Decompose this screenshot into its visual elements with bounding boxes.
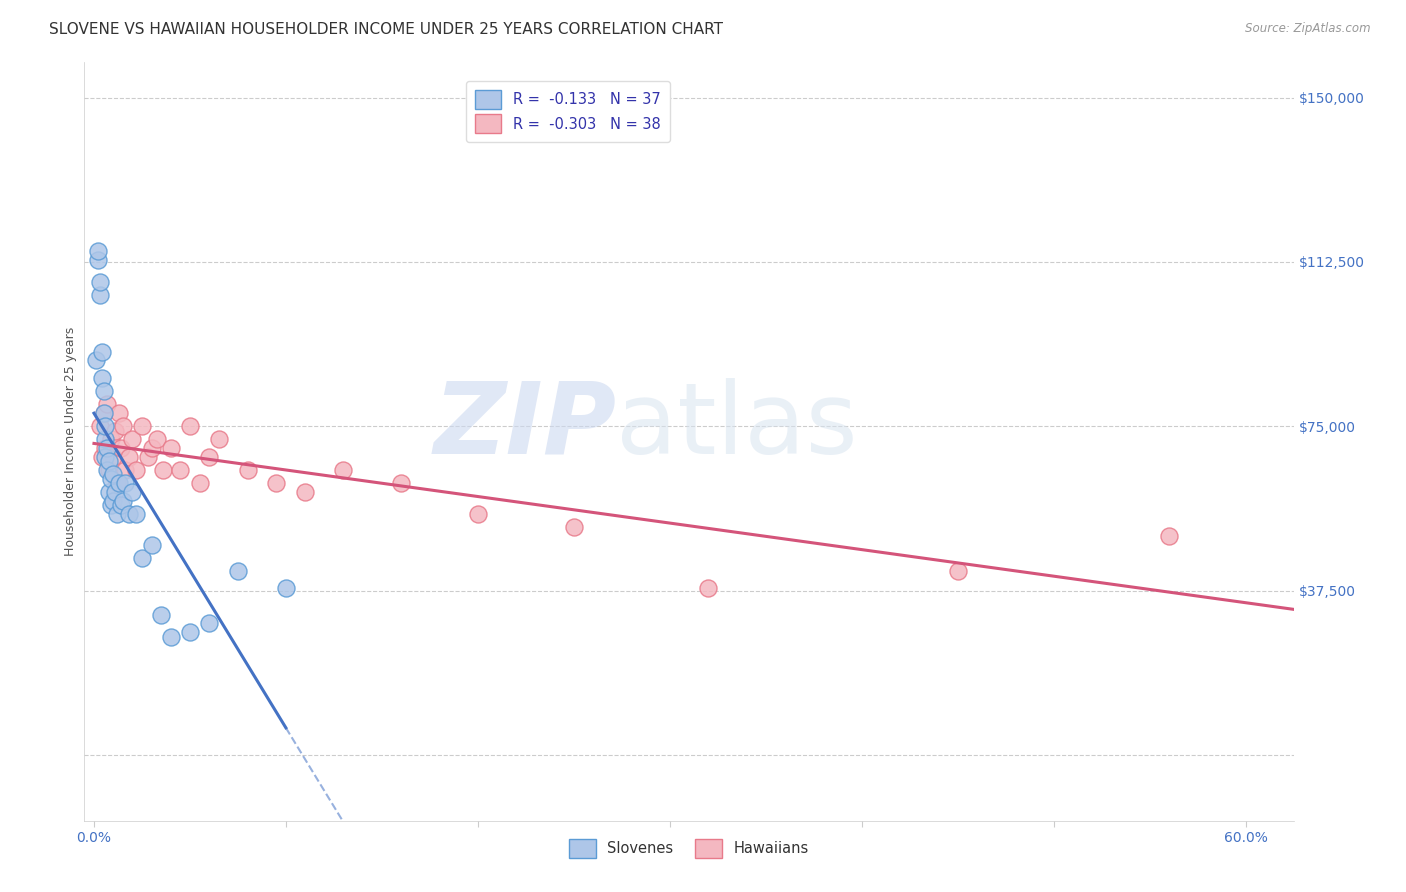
Point xyxy=(136,450,159,464)
Point xyxy=(266,476,288,491)
Point xyxy=(89,287,111,301)
Point xyxy=(90,450,112,464)
Point xyxy=(141,441,163,455)
Point xyxy=(100,472,122,486)
Point xyxy=(179,419,201,434)
Point xyxy=(111,493,134,508)
Point xyxy=(236,463,259,477)
Text: SLOVENE VS HAWAIIAN HOUSEHOLDER INCOME UNDER 25 YEARS CORRELATION CHART: SLOVENE VS HAWAIIAN HOUSEHOLDER INCOME U… xyxy=(49,22,723,37)
Point xyxy=(274,582,297,596)
Point xyxy=(1157,529,1180,543)
Point xyxy=(110,441,132,455)
Point xyxy=(697,582,720,596)
Point xyxy=(94,450,117,464)
Point xyxy=(198,616,221,631)
Point xyxy=(98,485,121,500)
Point xyxy=(146,433,169,447)
Point xyxy=(226,564,249,578)
Point xyxy=(121,433,143,447)
Point xyxy=(141,537,163,551)
Point xyxy=(105,507,128,521)
Legend: Slovenes, Hawaiians: Slovenes, Hawaiians xyxy=(561,830,817,866)
Point xyxy=(114,476,136,491)
Point xyxy=(117,450,139,464)
Point xyxy=(94,441,117,455)
Point xyxy=(159,630,181,644)
Point xyxy=(125,507,148,521)
Point xyxy=(96,397,118,411)
Point xyxy=(125,463,148,477)
Point xyxy=(90,371,112,385)
Point xyxy=(93,384,115,398)
Point xyxy=(93,406,115,420)
Point xyxy=(114,463,136,477)
Y-axis label: Householder Income Under 25 years: Householder Income Under 25 years xyxy=(65,326,77,557)
Point xyxy=(131,419,153,434)
Point xyxy=(87,252,110,267)
Point xyxy=(89,419,111,434)
Point xyxy=(208,433,231,447)
Point xyxy=(121,485,143,500)
Text: atlas: atlas xyxy=(616,378,858,475)
Point xyxy=(946,564,969,578)
Point xyxy=(104,424,127,438)
Point xyxy=(96,463,118,477)
Point xyxy=(90,344,112,359)
Point xyxy=(467,507,489,521)
Point xyxy=(101,493,124,508)
Point xyxy=(94,419,117,434)
Point xyxy=(111,419,134,434)
Text: ZIP: ZIP xyxy=(433,378,616,475)
Point xyxy=(101,467,124,482)
Point xyxy=(110,498,132,512)
Point xyxy=(100,498,122,512)
Point xyxy=(105,476,128,491)
Text: Source: ZipAtlas.com: Source: ZipAtlas.com xyxy=(1246,22,1371,36)
Point xyxy=(332,463,354,477)
Point xyxy=(98,454,121,468)
Point xyxy=(94,433,117,447)
Point xyxy=(131,550,153,565)
Point xyxy=(188,476,211,491)
Point xyxy=(96,441,118,455)
Point xyxy=(169,463,191,477)
Point xyxy=(101,450,124,464)
Point xyxy=(89,275,111,289)
Point xyxy=(98,463,121,477)
Point xyxy=(108,476,131,491)
Point xyxy=(117,507,139,521)
Point xyxy=(87,244,110,258)
Point xyxy=(159,441,181,455)
Point xyxy=(100,433,122,447)
Point xyxy=(294,485,316,500)
Point xyxy=(562,520,585,534)
Point xyxy=(104,485,127,500)
Point xyxy=(198,450,221,464)
Point xyxy=(150,607,173,622)
Point xyxy=(389,476,412,491)
Point xyxy=(152,463,174,477)
Point xyxy=(93,406,115,420)
Point xyxy=(108,406,131,420)
Point xyxy=(84,353,107,368)
Point xyxy=(179,625,201,640)
